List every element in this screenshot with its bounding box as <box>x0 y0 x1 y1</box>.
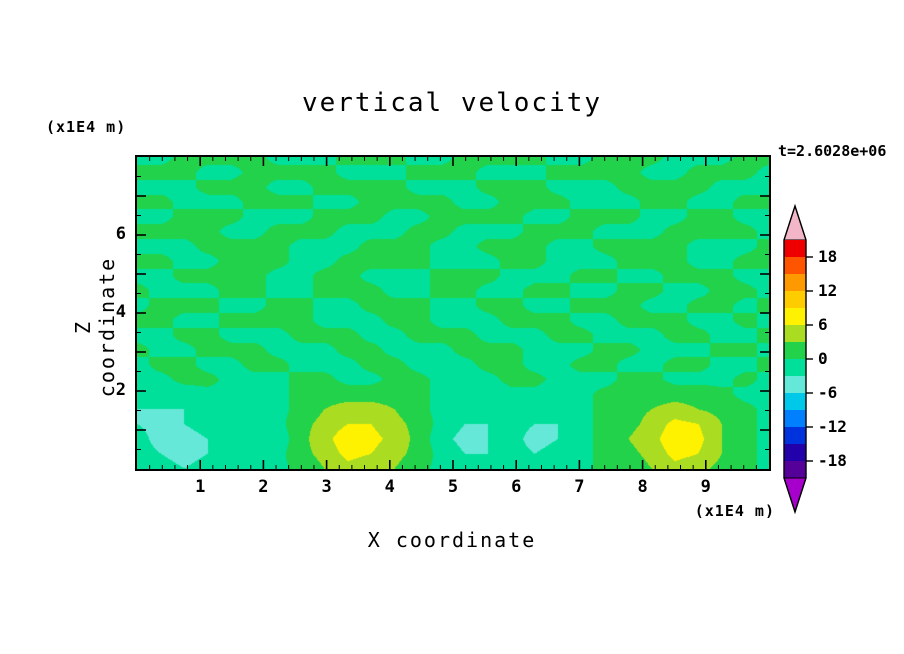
x-tick-label: 9 <box>700 477 711 497</box>
colorbar-label: -12 <box>818 417 847 436</box>
colorbar-label: -6 <box>818 383 838 402</box>
chart-title: vertical velocity <box>301 88 603 118</box>
time-stamp-label: t=2.6028e+06 <box>778 142 887 160</box>
x-tick-label: 3 <box>321 477 332 497</box>
colorbar-label: 0 <box>818 349 828 368</box>
x-tick-label: 6 <box>511 477 522 497</box>
colorbar-label: 12 <box>818 281 838 300</box>
x-tick-label: 4 <box>384 477 395 497</box>
colorbar-bar <box>783 203 813 515</box>
colorbar-label: -18 <box>818 451 847 470</box>
x-tick-label: 7 <box>574 477 585 497</box>
z-tick-label: 4 <box>115 302 126 322</box>
x-tick-label: 2 <box>258 477 269 497</box>
colorbar-label: 6 <box>818 315 828 334</box>
colorbar: 18 12 6 0 -6 -12 -18 <box>782 200 862 530</box>
x-tick-label: 8 <box>637 477 648 497</box>
x-axis-title: X coordinate <box>367 528 537 552</box>
x-tick-label: 5 <box>447 477 459 497</box>
plot-area <box>135 155 771 471</box>
colorbar-label: 18 <box>818 247 838 266</box>
z-tick-label: 2 <box>115 380 126 400</box>
contour-field-canvas <box>137 157 769 469</box>
x-tick-label: 1 <box>195 477 206 497</box>
y-axis-unit-label: (x1E4 m) <box>46 118 127 136</box>
z-tick-label: 6 <box>115 224 126 244</box>
x-axis-unit-label: (x1E4 m) <box>694 502 775 520</box>
